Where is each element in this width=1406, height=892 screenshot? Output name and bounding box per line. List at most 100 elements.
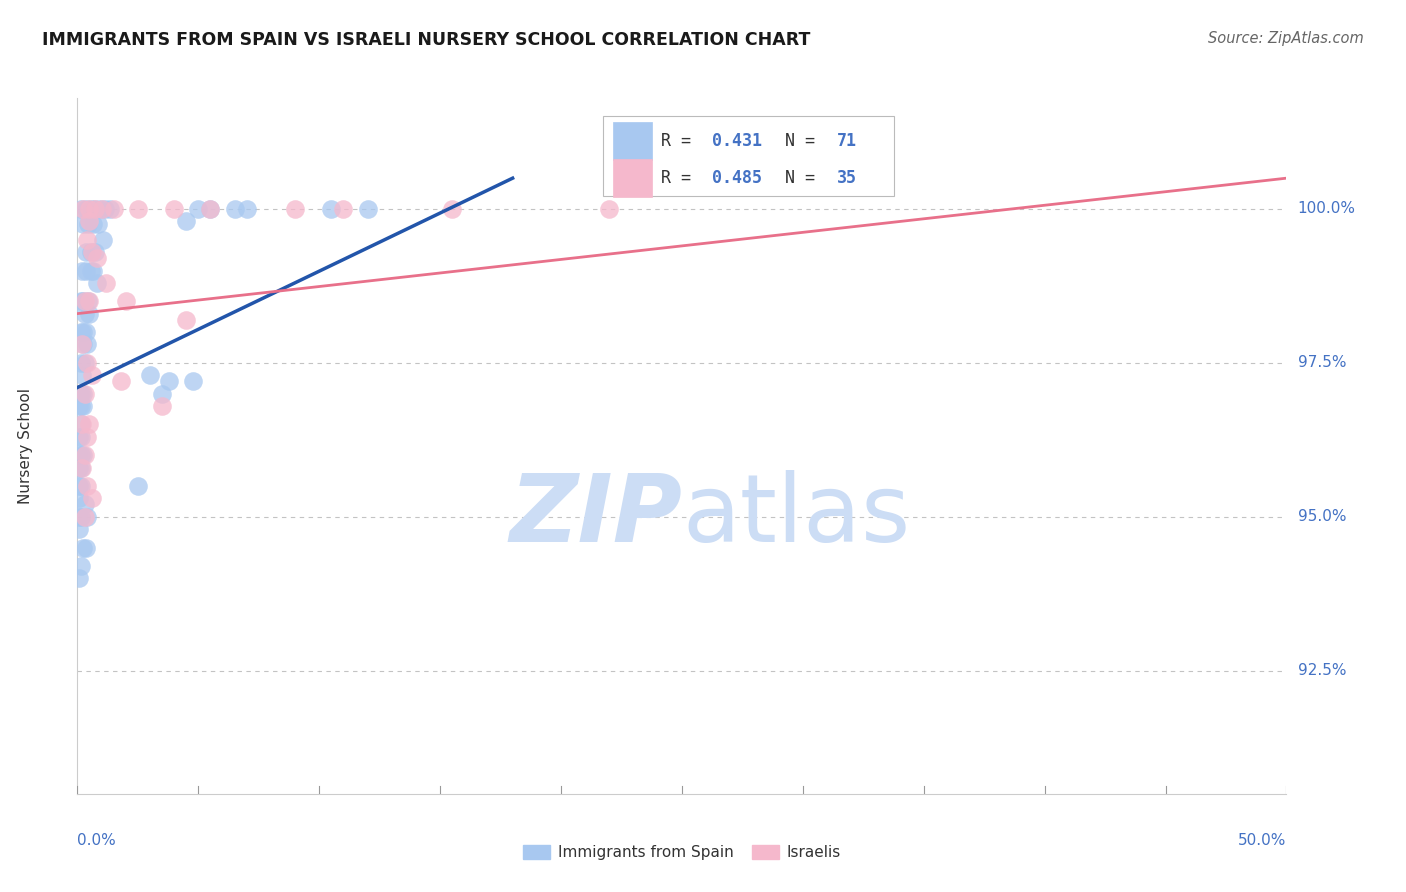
Point	[127, 202, 149, 216]
Point	[157, 375, 180, 389]
Point	[224, 202, 246, 216]
Point	[72, 218, 94, 232]
Point	[73, 448, 96, 462]
Point	[80, 245, 103, 260]
Point	[70, 325, 93, 339]
Point	[86, 251, 108, 265]
Bar	[613, 122, 652, 161]
Point	[72, 448, 94, 462]
Point	[91, 233, 114, 247]
Text: 100.0%: 100.0%	[1298, 202, 1355, 217]
Point	[150, 386, 173, 401]
Point	[72, 541, 94, 555]
Point	[90, 202, 112, 216]
Point	[94, 202, 117, 216]
Text: N =: N =	[785, 132, 825, 150]
Text: R =: R =	[661, 169, 702, 187]
Point	[70, 460, 93, 475]
Text: 95.0%: 95.0%	[1298, 509, 1346, 524]
Point	[77, 294, 100, 309]
Point	[200, 202, 222, 216]
Text: 97.5%: 97.5%	[1298, 355, 1346, 370]
Point	[75, 263, 97, 277]
Text: 50.0%: 50.0%	[1239, 833, 1286, 847]
Point	[70, 399, 93, 413]
Text: ZIP: ZIP	[509, 469, 682, 562]
Point	[76, 337, 98, 351]
Point	[114, 294, 136, 309]
Point	[70, 368, 93, 383]
Point	[70, 417, 93, 432]
Bar	[613, 159, 652, 197]
Point	[70, 337, 93, 351]
Text: IMMIGRANTS FROM SPAIN VS ISRAELI NURSERY SCHOOL CORRELATION CHART: IMMIGRANTS FROM SPAIN VS ISRAELI NURSERY…	[42, 31, 810, 49]
Point	[72, 386, 94, 401]
Point	[284, 202, 307, 216]
Point	[72, 337, 94, 351]
Text: Source: ZipAtlas.com: Source: ZipAtlas.com	[1208, 31, 1364, 46]
Point	[69, 386, 91, 401]
Point	[73, 294, 96, 309]
Point	[200, 202, 222, 216]
Point	[174, 312, 197, 326]
Point	[70, 386, 93, 401]
Point	[67, 399, 90, 413]
Point	[67, 479, 90, 493]
Point	[174, 214, 197, 228]
Point	[72, 202, 94, 216]
Point	[80, 491, 103, 506]
Point	[82, 263, 104, 277]
Point	[82, 218, 104, 232]
Point	[76, 233, 98, 247]
Text: 0.0%: 0.0%	[77, 833, 117, 847]
Point	[70, 202, 93, 216]
Point	[73, 307, 96, 321]
Point	[84, 202, 107, 216]
Point	[75, 245, 97, 260]
Text: Nursery School: Nursery School	[18, 388, 32, 504]
Text: 35: 35	[837, 169, 856, 187]
Point	[67, 509, 90, 524]
Point	[187, 202, 209, 216]
Point	[67, 522, 90, 536]
Point	[67, 460, 90, 475]
Point	[103, 202, 125, 216]
Point	[67, 448, 90, 462]
Text: 0.485: 0.485	[713, 169, 762, 187]
Text: R =: R =	[661, 132, 702, 150]
Text: atlas: atlas	[682, 469, 910, 562]
Point	[110, 375, 132, 389]
Point	[72, 325, 94, 339]
Text: N =: N =	[785, 169, 825, 187]
Point	[73, 356, 96, 370]
Point	[70, 448, 93, 462]
Point	[73, 509, 96, 524]
Point	[356, 202, 378, 216]
Point	[321, 202, 343, 216]
Point	[79, 263, 101, 277]
Point	[441, 202, 464, 216]
Point	[163, 202, 186, 216]
Point	[79, 214, 101, 228]
Point	[84, 245, 107, 260]
Point	[70, 509, 93, 524]
Point	[150, 399, 173, 413]
Point	[139, 368, 162, 383]
Point	[70, 417, 93, 432]
Point	[75, 202, 97, 216]
Point	[84, 202, 107, 216]
Point	[70, 430, 93, 444]
Text: 0.431: 0.431	[713, 132, 762, 150]
Text: 92.5%: 92.5%	[1298, 664, 1346, 678]
Point	[75, 325, 97, 339]
Point	[79, 294, 101, 309]
Point	[79, 307, 101, 321]
Point	[67, 571, 90, 585]
Point	[235, 202, 257, 216]
Point	[70, 263, 93, 277]
Point	[183, 375, 205, 389]
Text: 71: 71	[837, 132, 856, 150]
Point	[598, 202, 620, 216]
Point	[98, 202, 121, 216]
Point	[77, 218, 100, 232]
